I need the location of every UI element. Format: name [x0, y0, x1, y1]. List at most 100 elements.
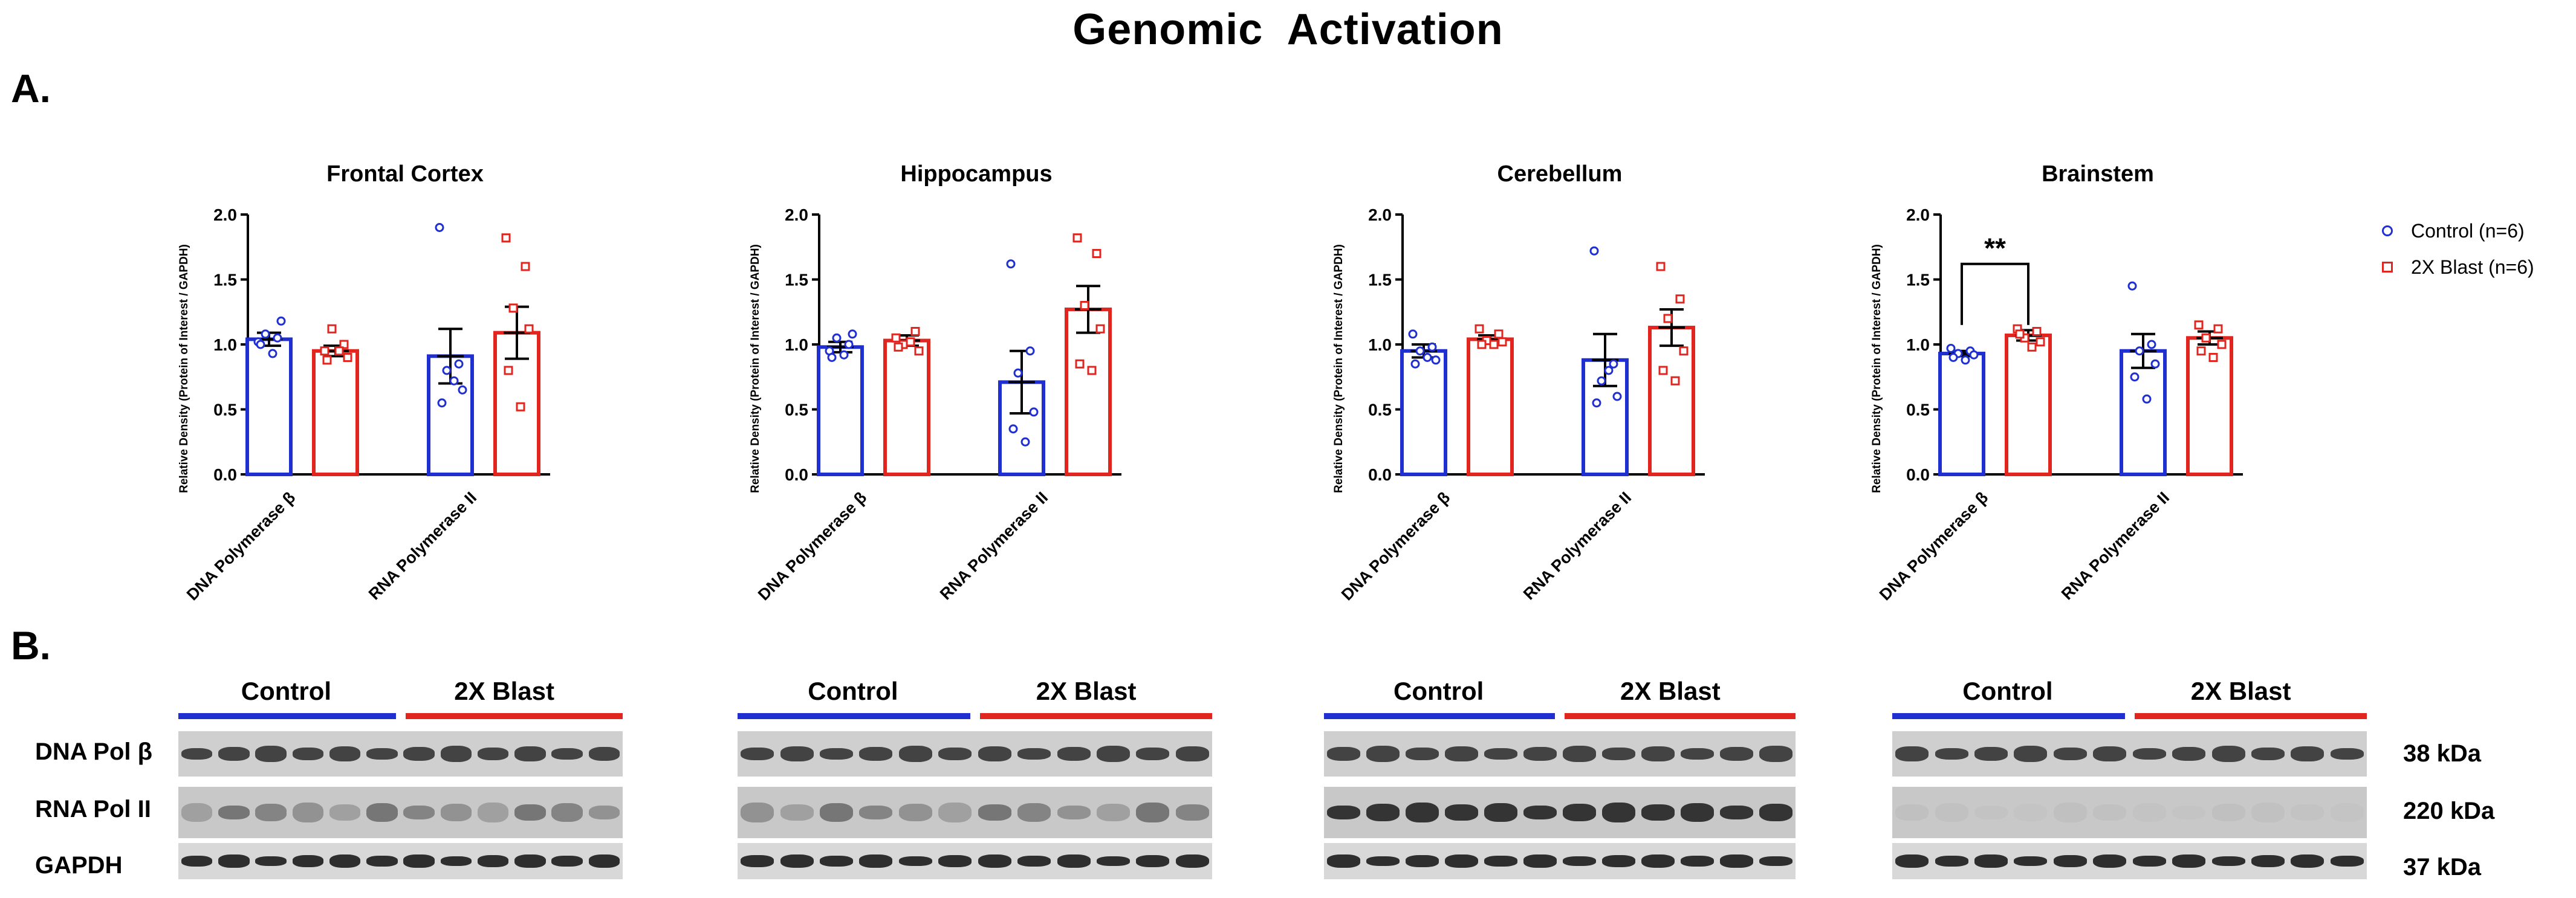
blot-band	[1136, 802, 1170, 823]
significance-label: **	[1984, 233, 2006, 264]
blot-row-label-gapdh: GAPDH	[35, 852, 123, 879]
data-point-control	[848, 329, 857, 339]
data-point-blast	[2213, 324, 2223, 334]
chart-title: Frontal Cortex	[326, 161, 484, 187]
control-group-bar	[738, 713, 970, 719]
blot-strip	[738, 787, 1212, 838]
figure-title: Genomic Activation	[1072, 5, 1504, 54]
data-point-control	[449, 376, 459, 386]
blot-band	[514, 854, 546, 868]
blot-band	[1096, 746, 1130, 762]
blot-band	[1563, 746, 1596, 762]
control-group-bar	[1324, 713, 1555, 719]
bar-blast	[312, 349, 359, 476]
data-point-control	[458, 385, 467, 395]
blot-strip	[738, 843, 1212, 879]
blot-band	[1445, 746, 1478, 761]
data-point-control	[2147, 340, 2156, 349]
blot-strip	[178, 731, 623, 777]
y-tick-label: 1.5	[1368, 271, 1392, 289]
data-point-control	[276, 316, 286, 326]
y-tick-label: 0.5	[1368, 401, 1392, 419]
bar-blast	[1065, 307, 1112, 476]
blot-band	[1523, 746, 1557, 761]
blot-band	[1759, 856, 1792, 867]
y-tick-label: 0.5	[785, 401, 808, 419]
bar-control	[817, 345, 864, 476]
data-point-control	[256, 340, 265, 349]
blot-band	[938, 855, 972, 867]
data-point-blast	[327, 324, 337, 334]
bar-blast	[1467, 337, 1514, 476]
circle-marker-icon	[2382, 225, 2393, 236]
blot-band	[1720, 854, 1753, 868]
blot-strip	[1892, 843, 2367, 879]
blot-band	[2172, 854, 2206, 868]
blot-band	[1096, 804, 1130, 821]
blot-band	[2053, 855, 2087, 867]
panel-b-label: B.	[11, 623, 51, 668]
blot-band	[2014, 856, 2048, 867]
blot-band	[2132, 748, 2166, 760]
data-point-blast	[501, 233, 511, 243]
blot-band	[1175, 746, 1209, 761]
bar-control	[1938, 352, 1985, 476]
blot-band	[1935, 748, 1968, 760]
data-point-control	[1410, 359, 1420, 369]
data-point-blast	[322, 355, 332, 365]
blast-group-bar	[2134, 713, 2367, 719]
blot-band	[2291, 746, 2325, 761]
blot-band	[741, 802, 774, 823]
data-point-blast	[334, 346, 344, 356]
blot-group-label-control: Control	[808, 677, 898, 705]
blot-band	[2172, 805, 2206, 820]
blot-band	[2330, 803, 2364, 822]
bar-blast	[1648, 326, 1695, 476]
blot-band	[2330, 748, 2364, 760]
y-tick-label: 1.0	[213, 335, 237, 354]
blot-band	[1327, 746, 1360, 761]
x-category-label: DNA Polymerase β	[754, 488, 870, 604]
data-point-control	[839, 350, 849, 360]
kda-label-gapdh: 37 kDa	[2403, 854, 2481, 880]
blot-band	[1523, 805, 1557, 820]
blot-band	[820, 803, 853, 822]
blot-strip	[1892, 731, 2367, 777]
blot-band	[1602, 855, 1635, 867]
blot-band	[2172, 746, 2206, 761]
data-point-blast	[1095, 324, 1105, 334]
data-point-blast	[1656, 262, 1666, 271]
legend-item-control: Control (n=6)	[2382, 213, 2534, 249]
y-tick-label: 2.0	[1368, 205, 1392, 224]
data-point-control	[1946, 343, 1956, 353]
data-point-control	[1408, 329, 1418, 339]
blot-band	[1895, 746, 1929, 761]
data-point-control	[1025, 346, 1035, 356]
blot-band	[514, 804, 546, 821]
blot-band	[1759, 746, 1792, 762]
y-tick-label: 0.0	[785, 465, 808, 484]
data-point-blast	[1675, 294, 1685, 304]
data-point-blast	[516, 402, 525, 412]
blot-band	[292, 747, 324, 761]
x-category-label: DNA Polymerase β	[1876, 488, 1991, 604]
blot-band	[978, 804, 1011, 821]
blot-band	[1327, 854, 1360, 868]
chart-title: Brainstem	[2042, 161, 2154, 187]
data-point-control	[1008, 424, 1018, 434]
blot-strip	[1324, 787, 1796, 838]
blot-group-label-control: Control	[1393, 677, 1484, 705]
data-point-blast	[2015, 329, 2025, 339]
y-axis-label: Relative Density (Protein of Interest / …	[749, 244, 762, 493]
blot-band	[477, 802, 509, 823]
chart-brainstem: Brainstem Relative Density (Protein of In…	[1870, 161, 2243, 604]
bar-blast	[2005, 333, 2052, 477]
legend-item-blast: 2X Blast (n=6)	[2382, 249, 2534, 285]
blot-band	[292, 855, 324, 867]
blot-band	[1484, 856, 1517, 867]
data-point-control	[437, 398, 447, 408]
data-point-control	[832, 333, 842, 343]
blot-band	[978, 746, 1011, 761]
blot-band	[859, 854, 893, 868]
blot-band	[329, 854, 361, 868]
